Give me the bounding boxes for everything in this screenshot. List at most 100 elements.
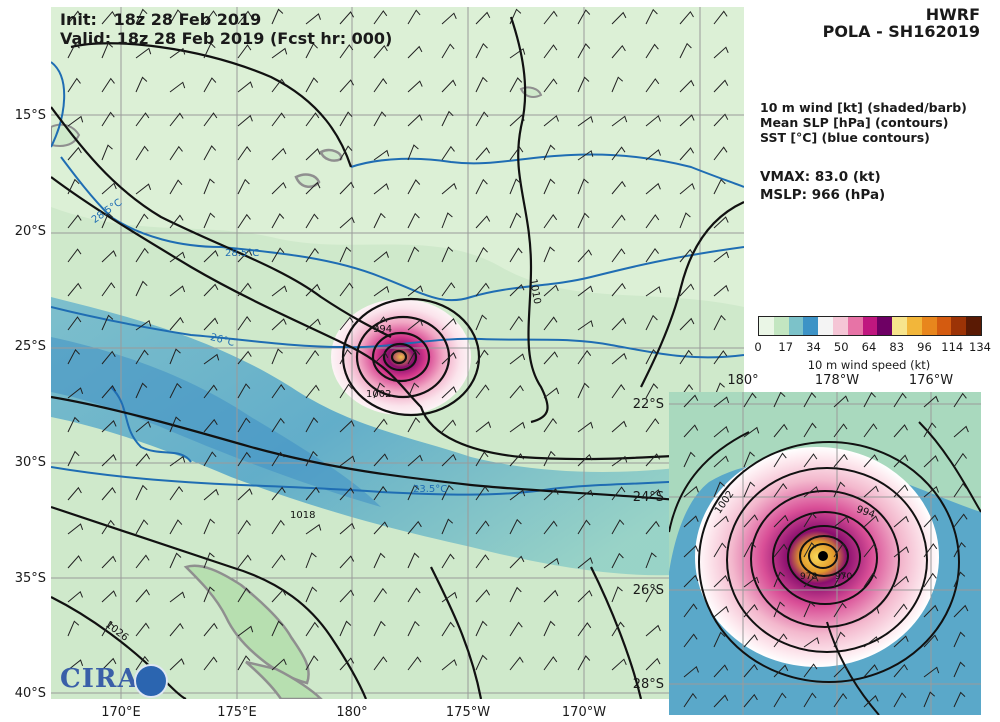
wind-barb xyxy=(135,76,148,93)
wind-barb xyxy=(441,659,457,671)
wind-barb xyxy=(305,450,318,467)
wind-barb xyxy=(833,516,850,528)
wind-barb xyxy=(611,282,626,297)
wind-barb xyxy=(441,182,457,195)
lat-label: 15°S xyxy=(14,108,46,123)
wind-barb xyxy=(577,320,594,331)
wind-barb xyxy=(441,386,457,399)
wind-barb xyxy=(373,453,389,467)
wind-barb xyxy=(441,110,454,127)
wind-barb xyxy=(611,146,626,161)
wind-barb xyxy=(67,178,80,195)
wind-barb xyxy=(271,247,285,263)
wind-barb xyxy=(773,571,785,588)
colorbar-tick-label: 64 xyxy=(861,340,877,354)
colorbar-tick-label: 83 xyxy=(889,340,905,354)
wind-barb xyxy=(271,417,285,433)
wind-barb xyxy=(833,481,846,498)
wind-barb xyxy=(305,112,320,127)
wind-barb xyxy=(135,112,150,127)
wind-barb xyxy=(893,484,909,498)
wind-shading-light xyxy=(51,7,744,307)
wind-barb xyxy=(305,247,319,263)
wind-barb xyxy=(953,513,968,528)
wind-barb xyxy=(237,350,252,365)
colorbar-label: 10 m wind speed (kt) xyxy=(807,358,931,372)
wind-barb xyxy=(339,11,355,25)
wind-barb xyxy=(893,635,909,648)
wind-barb xyxy=(679,182,695,195)
colorbar-segment xyxy=(847,317,863,335)
wind-barb xyxy=(713,605,729,618)
wind-barb xyxy=(305,417,319,433)
wind-barb xyxy=(441,419,457,433)
lat-label: 25°S xyxy=(14,339,46,354)
wind-barb xyxy=(953,482,967,498)
wind-barb xyxy=(169,9,183,25)
wind-barb xyxy=(713,542,727,558)
wind-barb xyxy=(407,285,424,297)
wind-barb xyxy=(543,78,558,93)
wind-barb xyxy=(713,251,730,263)
wind-barb xyxy=(683,603,698,618)
colorbar-segment xyxy=(921,317,937,335)
wind-barb xyxy=(407,620,420,637)
wind-barb xyxy=(611,248,626,263)
wind-barb xyxy=(611,658,627,671)
wind-barb xyxy=(169,251,186,263)
wind-barb xyxy=(611,621,625,637)
wind-barb xyxy=(305,621,319,637)
wind-barb xyxy=(953,631,966,648)
wind-barb xyxy=(305,486,320,501)
wind-barb xyxy=(683,633,698,648)
wind-barb xyxy=(339,216,355,229)
wind-barb xyxy=(203,552,215,569)
wind-barb xyxy=(169,382,182,399)
wind-barb xyxy=(237,249,253,263)
wind-barb xyxy=(271,78,286,93)
wind-barb xyxy=(611,76,624,93)
colorbar-tick-label: 0 xyxy=(754,340,762,354)
wind-barb xyxy=(339,522,355,535)
wind-barb xyxy=(713,178,726,195)
wind-barb xyxy=(339,282,354,297)
wind-barb xyxy=(339,420,355,433)
wind-barb xyxy=(441,246,454,263)
wind-barb xyxy=(475,178,488,195)
colorbar-tick-label: 17 xyxy=(778,340,794,354)
wind-barb xyxy=(475,620,488,637)
wind-barb xyxy=(203,250,219,263)
colorbar-segment xyxy=(877,317,893,335)
wind-barb xyxy=(743,542,757,558)
inset-slp-label: 978 xyxy=(800,572,818,582)
wind-barb xyxy=(169,416,181,433)
wind-barb xyxy=(923,572,937,588)
wind-barb xyxy=(743,392,757,408)
wind-barb xyxy=(135,484,148,501)
colorbar-segment xyxy=(788,317,804,335)
wind-barb xyxy=(645,149,661,161)
wind-barb xyxy=(773,483,788,498)
wind-barb xyxy=(237,655,251,671)
inset-lat-label: 24°S xyxy=(632,490,664,505)
wind-barb xyxy=(67,620,80,637)
wind-barb xyxy=(441,553,455,569)
wind-barb xyxy=(101,487,116,501)
wind-barb xyxy=(339,555,355,569)
wind-barb xyxy=(509,247,523,263)
inset-shading-light xyxy=(669,392,981,572)
wind-barb xyxy=(833,453,848,468)
wind-barb xyxy=(407,552,420,569)
wind-barb xyxy=(833,395,849,408)
wind-barb xyxy=(833,602,847,618)
wind-barb xyxy=(713,694,729,708)
wind-barb xyxy=(271,112,286,127)
wind-barb xyxy=(407,349,421,365)
sst-contour-label: 28.5°C xyxy=(225,248,260,259)
colorbar-tick-label: 134 xyxy=(969,340,991,354)
wind-barb xyxy=(803,637,820,648)
wind-barb xyxy=(271,620,284,637)
legend-line-sst: SST [°C] (blue contours) xyxy=(760,130,930,145)
wind-barb xyxy=(713,46,729,59)
lat-label: 40°S xyxy=(14,686,46,701)
